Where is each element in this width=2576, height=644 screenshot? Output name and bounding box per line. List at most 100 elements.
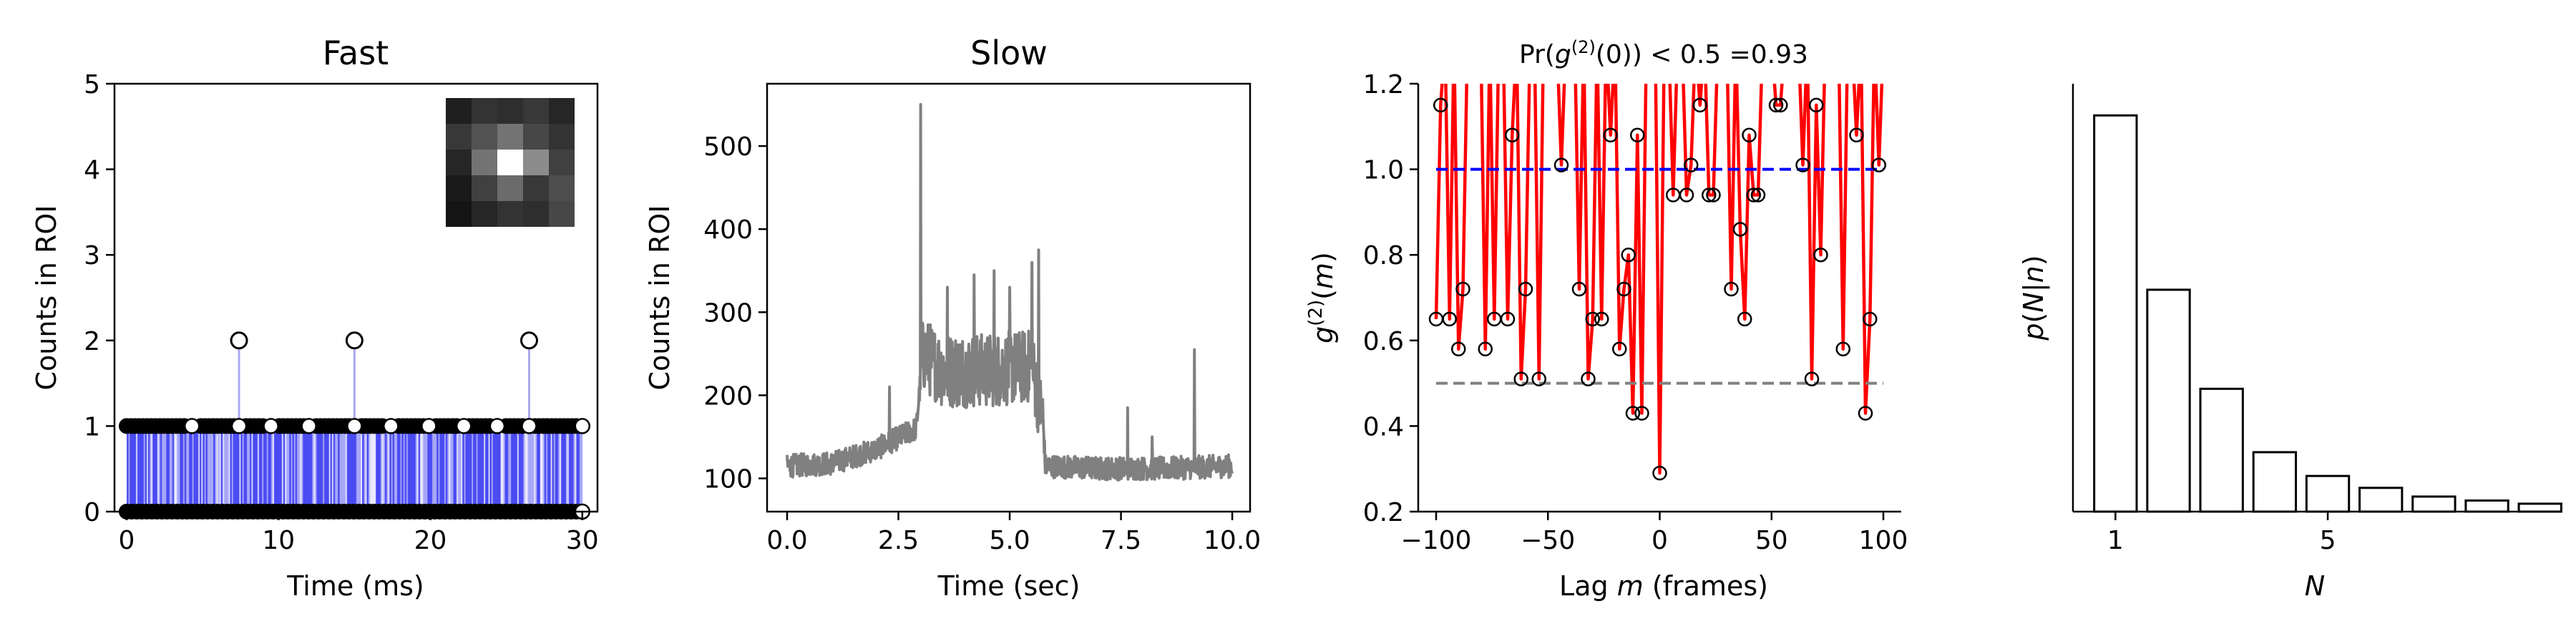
inset-pixel xyxy=(497,124,523,150)
count-bar xyxy=(533,426,536,512)
count-bar xyxy=(146,426,149,512)
count-bar xyxy=(412,426,414,512)
count-bar xyxy=(318,426,321,512)
count-bar xyxy=(366,426,369,512)
count-bar xyxy=(303,426,305,512)
panel-title: Slow xyxy=(970,34,1048,72)
count-bar xyxy=(249,426,252,512)
g2-marker xyxy=(1652,465,1667,481)
count-bar xyxy=(215,426,217,512)
count-bar xyxy=(471,426,474,512)
g2-marker xyxy=(1625,406,1641,421)
count-bar xyxy=(239,426,241,512)
inset-pixel xyxy=(497,150,523,175)
count-bar xyxy=(550,426,552,512)
plot-frame xyxy=(113,82,599,513)
count-bar xyxy=(404,426,407,512)
count-bar xyxy=(235,426,238,512)
count-bar xyxy=(430,426,433,512)
inset-pixel xyxy=(549,124,575,150)
inset-pixel xyxy=(472,98,497,124)
count-bar xyxy=(251,426,253,512)
count-bar xyxy=(263,426,265,512)
count-bar xyxy=(228,426,230,512)
count-bar xyxy=(368,426,371,512)
g2-marker xyxy=(1768,97,1784,113)
count-bar xyxy=(427,426,429,512)
count-bar xyxy=(535,426,537,512)
count-bar xyxy=(192,426,194,512)
y-ticks: 0 1 2 3 4 5 xyxy=(84,70,114,527)
g2-marker xyxy=(1478,341,1493,357)
y-tick-label: 0.4 xyxy=(1363,412,1404,441)
g2-marker xyxy=(1585,311,1600,327)
count-bar xyxy=(165,426,167,512)
count-bar xyxy=(213,426,215,512)
count-bar xyxy=(306,426,308,512)
count-bar xyxy=(396,426,399,512)
x-axis-label: Time (sec) xyxy=(937,570,1080,602)
count-bar xyxy=(172,426,175,512)
g2-line xyxy=(1434,84,1884,475)
count-bar xyxy=(338,426,340,512)
count-bar xyxy=(555,426,557,512)
count-bar xyxy=(507,426,510,512)
count-bar xyxy=(573,426,575,512)
count-bar xyxy=(257,426,260,512)
x-ticks: −100 −50 0 50 100 xyxy=(1401,512,1908,555)
count-bar xyxy=(418,426,421,512)
count-bar xyxy=(322,426,325,512)
bars xyxy=(2093,114,2562,513)
count-bar xyxy=(286,426,288,512)
panel-title: Fast xyxy=(323,34,389,72)
x-tick-label: 5.0 xyxy=(989,526,1030,555)
count-bar xyxy=(220,426,223,512)
count-bar xyxy=(243,426,246,512)
inset-pixel xyxy=(497,98,523,124)
count-bar xyxy=(380,426,383,512)
count-bar xyxy=(467,426,469,512)
count-bar xyxy=(372,426,375,512)
count-bar xyxy=(287,426,290,512)
y-axis-label: Counts in ROI xyxy=(644,205,675,391)
count-bar xyxy=(181,426,184,512)
y-tick-label: 3 xyxy=(84,241,100,270)
g2-marker xyxy=(1603,127,1618,143)
inset-pixel xyxy=(549,175,575,201)
count-bar xyxy=(495,426,498,512)
count-bar xyxy=(580,426,583,512)
count-bar xyxy=(514,426,516,512)
count-bar xyxy=(289,426,291,512)
count-bar xyxy=(529,426,532,512)
count-bar xyxy=(128,426,130,512)
count-bar xyxy=(260,426,263,512)
one-count-marker xyxy=(184,418,200,434)
g2-marker xyxy=(1455,281,1470,297)
count-bar xyxy=(476,426,478,512)
g2-marker xyxy=(1513,371,1528,386)
count-bar xyxy=(126,426,129,512)
y-tick-label: 100 xyxy=(703,465,753,494)
count-bar xyxy=(351,426,353,512)
count-bar xyxy=(182,426,185,512)
g2-marker xyxy=(1813,247,1828,263)
count-bar xyxy=(512,426,514,512)
count-bar xyxy=(135,426,138,512)
count-bar xyxy=(321,426,323,512)
count-bar xyxy=(464,426,466,512)
g2-marker xyxy=(1684,157,1699,172)
count-bar xyxy=(353,426,355,512)
x-axis-label: Lag m (frames) xyxy=(1559,570,1768,602)
g2-marker xyxy=(1553,157,1569,172)
count-bar xyxy=(167,426,170,512)
count-bar xyxy=(200,426,203,512)
count-bar xyxy=(145,426,147,512)
panel-slow: Slow 0.0 2.5 5.0 7.5 10.0 100 200 300 400 500 Ti… xyxy=(644,34,1261,602)
count-bar xyxy=(158,426,161,512)
count-bar xyxy=(308,426,311,512)
count-bar xyxy=(278,426,280,512)
count-bar xyxy=(434,426,437,512)
count-bar xyxy=(348,426,351,512)
count-bar xyxy=(421,426,424,512)
